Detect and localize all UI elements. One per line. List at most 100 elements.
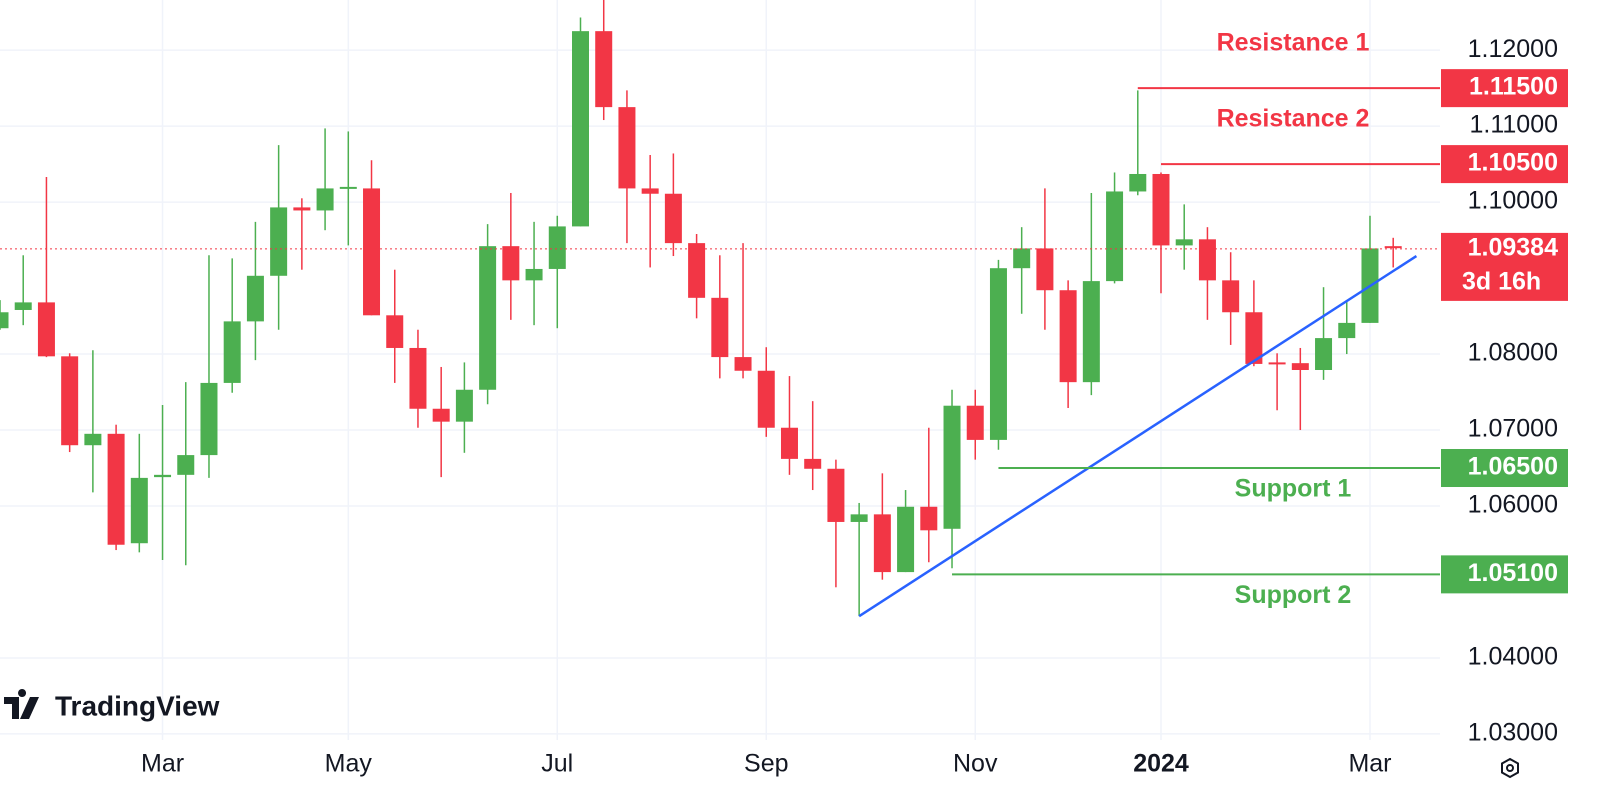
candle-body [618, 107, 636, 189]
candle-body [339, 186, 357, 189]
candle-body [1245, 312, 1263, 364]
candle-body [200, 382, 218, 456]
logo-icon [4, 689, 39, 719]
candle-body [432, 408, 450, 422]
candle-body [920, 506, 938, 531]
y-tick-label: 1.10000 [1468, 187, 1558, 215]
candle-body [1315, 338, 1333, 370]
candle-body [61, 356, 79, 446]
candle-body [525, 268, 543, 281]
candle-body [827, 468, 845, 522]
y-tick-label: 1.11000 [1469, 111, 1558, 139]
candle-body [316, 188, 334, 211]
level-label: 1.11500 [1469, 73, 1558, 101]
candle-body [688, 243, 706, 298]
candle-body [1222, 280, 1240, 313]
candle-body [1129, 173, 1147, 192]
candle-body [641, 188, 659, 194]
candle-body [293, 207, 311, 211]
candle-body [84, 433, 102, 446]
candle-body [1268, 362, 1286, 365]
x-tick-label: 2024 [1133, 750, 1189, 778]
candle-body [780, 427, 798, 459]
candle-body [14, 302, 32, 310]
y-tick-label: 1.04000 [1468, 643, 1558, 671]
candle-body [711, 297, 729, 358]
logo-text: TradingView [55, 690, 220, 721]
level-label: 1.06500 [1468, 453, 1558, 481]
settings-icon-shape[interactable] [1501, 757, 1519, 779]
candle-body [0, 312, 9, 329]
candle-body [455, 389, 473, 422]
candle-body [37, 302, 55, 357]
settings-icon-center[interactable] [1506, 764, 1514, 772]
level-annotation: Support 2 [1235, 581, 1352, 609]
y-tick-label: 1.08000 [1468, 339, 1558, 367]
candle-body [595, 31, 613, 108]
level-label: 1.10500 [1468, 149, 1558, 177]
level-box [1441, 555, 1568, 594]
candle-body [130, 477, 148, 544]
candle-body [1036, 248, 1054, 291]
level-label: 1.05100 [1468, 559, 1558, 587]
candle-body [154, 474, 172, 478]
candle-body [1175, 239, 1193, 246]
candle-body [177, 455, 195, 475]
candle-body [107, 433, 125, 545]
x-tick-label: Mar [141, 750, 184, 778]
level-box [1441, 145, 1568, 184]
candle-body [804, 458, 822, 469]
candle-body [223, 321, 241, 383]
candle-body [1013, 248, 1031, 269]
candle-body [1152, 173, 1170, 246]
plot-area: Resistance 1 Resistance 2 Support 1 Support… [0, 0, 1440, 618]
level-annotation: Resistance 2 [1217, 105, 1370, 133]
candle-body [502, 246, 520, 281]
candle-body [734, 357, 752, 371]
level-annotation: Resistance 1 [1217, 29, 1370, 57]
last-price-label: 1.09384 [1468, 234, 1558, 262]
level-annotation: Support 1 [1235, 475, 1352, 503]
last-price-box [1441, 232, 1568, 301]
y-tick-label: 1.12000 [1468, 35, 1558, 63]
countdown-label: 3d 16h [1462, 268, 1541, 296]
candle-body [850, 514, 868, 522]
candle-body [1338, 322, 1356, 339]
candle-body [1106, 191, 1124, 282]
logo: TradingView [4, 689, 220, 721]
price-axis: 1.12000 1.11000 1.10000 1.08000 1.07000 1.060… [141, 35, 1568, 778]
candle-body [363, 188, 381, 316]
candle-body [386, 315, 404, 348]
trendline [858, 254, 1418, 618]
y-tick-label: 1.06000 [1468, 491, 1558, 519]
candle-body [873, 514, 891, 573]
candle-body [664, 193, 682, 244]
candle-body [966, 405, 984, 440]
candle-body [409, 347, 427, 409]
y-tick-label: 1.07000 [1468, 415, 1558, 443]
candle-body [1198, 239, 1216, 281]
x-tick-label: May [325, 750, 373, 778]
x-tick-label: Sep [744, 750, 788, 778]
candle-body [1291, 363, 1309, 370]
candle-body [572, 31, 589, 227]
y-tick-label: 1.03000 [1468, 719, 1558, 747]
candle-body [943, 405, 961, 529]
candle-body [270, 207, 288, 276]
level-box [1441, 449, 1568, 488]
x-tick-label: Jul [541, 750, 573, 778]
candle-body [989, 268, 1007, 440]
candle-body [1082, 281, 1100, 383]
candle-body [897, 506, 915, 573]
x-tick-label: Nov [953, 750, 998, 778]
candle-body [757, 370, 775, 428]
candle-body [479, 246, 497, 390]
candle-body [548, 226, 566, 269]
x-tick-label: Mar [1348, 750, 1391, 778]
candle-body [246, 275, 264, 322]
candle-body [1384, 246, 1402, 249]
candle-body [1059, 290, 1077, 383]
level-box [1441, 69, 1568, 108]
settings-icon[interactable] [1501, 757, 1519, 779]
